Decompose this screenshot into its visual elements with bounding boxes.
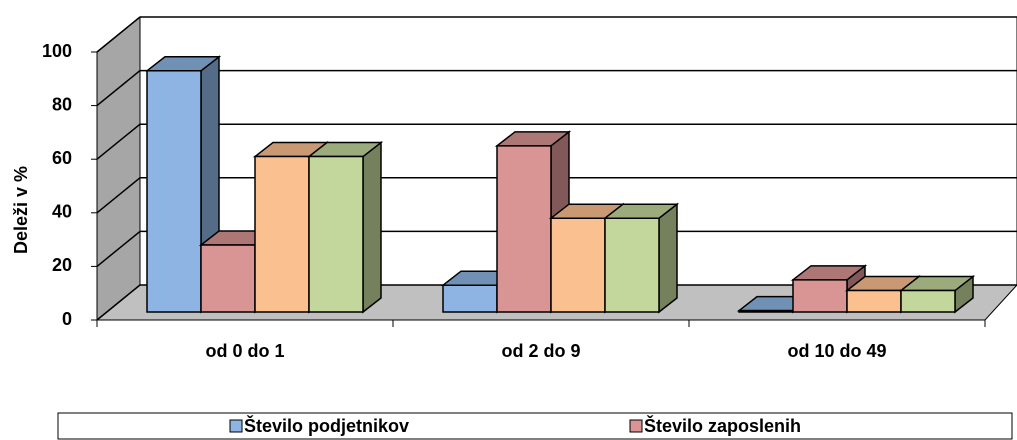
- grid-line: [96, 230, 141, 267]
- y-tick-label: 80: [52, 94, 72, 114]
- y-tick-label: 20: [52, 255, 72, 275]
- bar: [790, 264, 868, 314]
- bar-front: [846, 289, 902, 313]
- bar-front: [200, 244, 256, 313]
- bar-front: [146, 70, 202, 313]
- legend-box: [57, 412, 1013, 440]
- y-axis-title: Deleži v %: [11, 166, 31, 254]
- y-tick-label: 100: [42, 41, 72, 61]
- grid-line: [96, 123, 141, 160]
- x-tick-label: od 2 do 9: [501, 341, 580, 361]
- legend-swatch: [629, 419, 643, 433]
- grid-line: [96, 177, 141, 214]
- bar-front: [308, 155, 364, 313]
- bar-front: [604, 217, 660, 313]
- legend-swatch: [229, 419, 243, 433]
- x-tick-label: od 10 do 49: [787, 341, 886, 361]
- bar-front: [900, 289, 956, 313]
- bar-front: [738, 309, 794, 313]
- bar-front: [442, 284, 498, 313]
- bar-front: [496, 145, 552, 313]
- bar-side: [658, 202, 678, 314]
- bar-front: [792, 279, 848, 313]
- bar: [306, 141, 384, 314]
- x-tick-label: od 0 do 1: [205, 341, 284, 361]
- y-tick-label: 0: [62, 309, 72, 329]
- y-tick-label: 60: [52, 148, 72, 168]
- legend-label: Število podjetnikov: [244, 415, 409, 436]
- bar-front: [550, 217, 606, 313]
- bar-front: [254, 155, 310, 313]
- side-wall: [96, 15, 141, 322]
- bar-side: [362, 141, 382, 314]
- y-tick-label: 40: [52, 202, 72, 222]
- grid-line: [96, 284, 141, 321]
- bar: [602, 202, 680, 314]
- bar: [898, 275, 976, 314]
- grid-line: [96, 70, 141, 107]
- legend-label: Število zaposlenih: [644, 415, 801, 436]
- grid-line: [96, 16, 141, 53]
